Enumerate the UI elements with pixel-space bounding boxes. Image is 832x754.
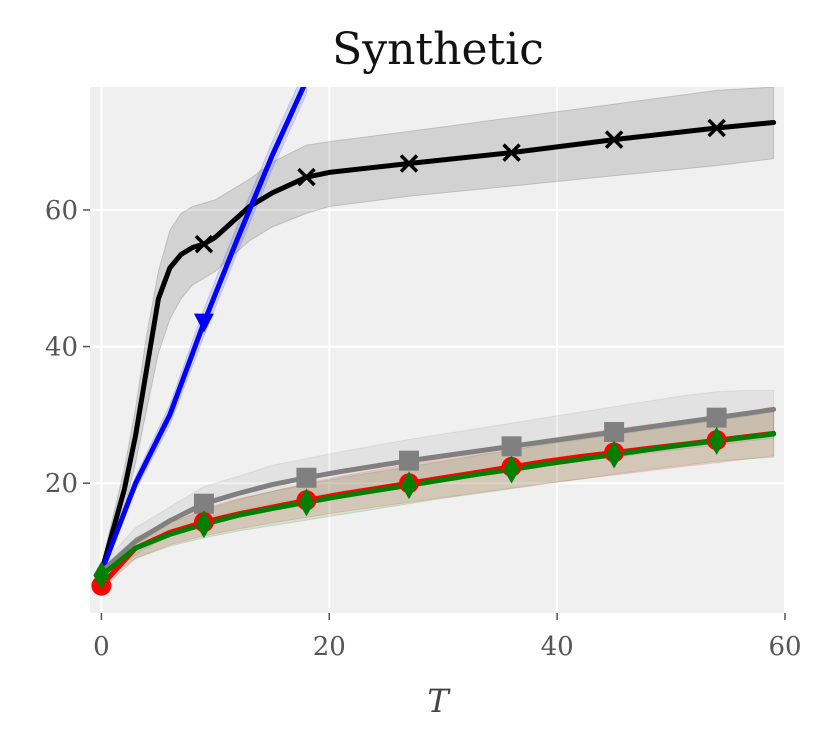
series-2-marker [706,407,727,428]
series-0-marker [297,167,316,187]
series-markers [91,118,727,596]
series-1-marker [193,313,214,333]
x-tick-label: 60 [768,632,801,662]
series-0-marker [707,118,726,138]
series-0-marker [604,130,624,149]
series-2-line [98,406,777,575]
series-4-marker [606,440,623,469]
chart-title: Synthetic [332,24,544,75]
x-tick-label: 40 [541,632,574,662]
y-tick-label: 20 [45,469,78,499]
series-4-marker [93,561,110,590]
series-0-line [98,120,777,575]
series-4-line [98,431,777,578]
series-lines [98,87,777,589]
y-tick-label: 40 [45,333,78,363]
series-4-marker [503,455,520,484]
series-0-marker [502,143,521,162]
series-4-marker [298,488,315,517]
x-tick-label: 20 [313,632,346,662]
series-2-marker [296,467,317,488]
series-2-marker [399,450,420,471]
series-0-marker [399,154,419,173]
series-4-marker [708,426,725,455]
series-0-marker [194,234,214,254]
x-tick-label: 0 [93,632,110,662]
series-4-marker [195,510,212,539]
series-2-marker [193,493,214,514]
series-2-marker [604,421,625,442]
y-tick-label: 60 [45,196,78,226]
series-0-band [100,87,775,579]
x-axis-label: T [427,682,451,720]
axis-ticks: 0 20 40 60 20 40 60 [45,196,802,662]
series-4-marker [401,471,418,500]
series-2-marker [501,436,522,457]
